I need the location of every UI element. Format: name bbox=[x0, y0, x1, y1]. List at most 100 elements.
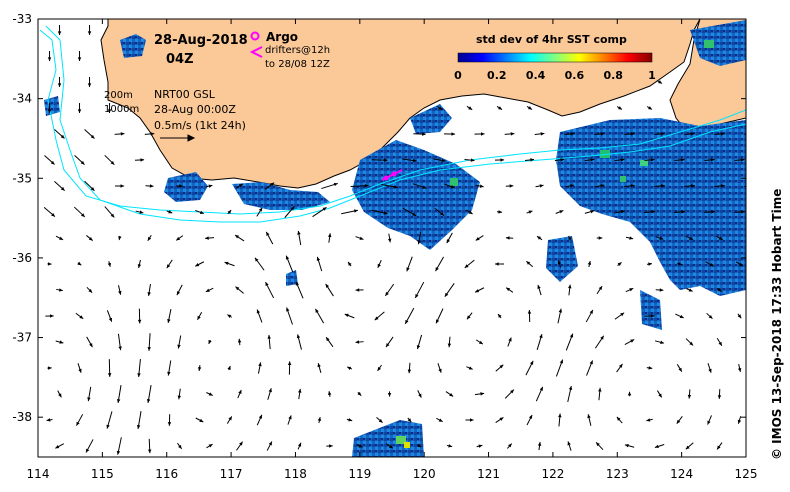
current-arrow bbox=[118, 285, 122, 295]
current-arrow bbox=[285, 255, 294, 273]
argo-legend: Argo bbox=[250, 30, 298, 44]
current-arrow bbox=[295, 281, 304, 299]
current-arrow bbox=[346, 418, 353, 422]
current-arrow bbox=[344, 313, 355, 319]
current-arrow bbox=[86, 286, 93, 294]
current-arrow bbox=[656, 390, 663, 398]
current-arrow bbox=[466, 312, 473, 320]
current-arrow bbox=[55, 340, 64, 344]
current-arrow bbox=[104, 154, 115, 166]
current-arrow bbox=[624, 444, 635, 448]
x-tick-label: 122 bbox=[541, 467, 564, 481]
current-arrow bbox=[704, 158, 715, 162]
contour-200m-label: 200m bbox=[104, 90, 133, 101]
current-arrow bbox=[444, 283, 455, 297]
current-arrow bbox=[205, 287, 214, 293]
current-arrow bbox=[643, 210, 656, 214]
current-arrow bbox=[684, 132, 695, 136]
current-arrow bbox=[474, 287, 485, 293]
colorbar: std dev of 4hr SST comp 0 0.2 0.4 0.6 0.8 1 bbox=[454, 33, 656, 82]
current-arrow bbox=[475, 235, 484, 241]
current-arrow bbox=[564, 184, 575, 188]
current-arrow bbox=[135, 210, 144, 214]
current-arrow bbox=[714, 132, 725, 136]
current-arrow bbox=[385, 443, 394, 449]
current-arrow bbox=[266, 441, 273, 451]
plot-frame bbox=[37, 18, 747, 458]
current-arrow bbox=[587, 260, 592, 268]
current-arrow bbox=[564, 132, 575, 136]
current-arrow bbox=[234, 234, 245, 242]
sst-coverage bbox=[44, 20, 746, 457]
drifters-legend: drifters@12h to 28/08 12Z bbox=[249, 45, 330, 70]
current-arrow bbox=[235, 183, 244, 189]
current-arrow bbox=[646, 106, 653, 110]
current-arrow bbox=[77, 50, 82, 62]
current-arrow bbox=[655, 288, 664, 292]
current-arrow bbox=[312, 206, 327, 218]
current-arrow bbox=[315, 308, 325, 324]
drifter-tracks bbox=[381, 169, 403, 181]
current-arrow bbox=[267, 388, 272, 400]
current-arrow bbox=[685, 442, 694, 450]
current-arrow bbox=[235, 286, 244, 294]
current-arrow bbox=[47, 50, 52, 62]
current-arrow bbox=[412, 183, 427, 189]
current-arrow bbox=[536, 334, 543, 350]
current-arrow bbox=[436, 417, 443, 423]
current-arrow bbox=[197, 312, 203, 320]
current-arrow bbox=[371, 209, 388, 215]
current-arrow bbox=[387, 233, 392, 243]
x-tick-label: 119 bbox=[348, 467, 371, 481]
current-arrow bbox=[147, 284, 151, 296]
current-arrow bbox=[286, 307, 293, 325]
current-arrow bbox=[195, 209, 204, 215]
current-arrow bbox=[737, 313, 742, 319]
current-arrow bbox=[526, 106, 533, 110]
current-arrow bbox=[176, 184, 183, 188]
x-tick-label: 118 bbox=[284, 467, 307, 481]
current-arrow bbox=[474, 392, 485, 396]
current-arrow bbox=[56, 288, 63, 292]
current-arrow bbox=[177, 335, 182, 349]
current-arrow bbox=[587, 414, 592, 426]
current-arrow bbox=[673, 210, 686, 214]
current-arrow bbox=[686, 288, 693, 292]
x-tick-label: 121 bbox=[477, 467, 500, 481]
current-arrow bbox=[417, 231, 422, 245]
current-arrow bbox=[57, 390, 62, 398]
current-arrow bbox=[57, 76, 62, 88]
current-arrow bbox=[206, 184, 213, 188]
current-arrow bbox=[716, 337, 723, 347]
current-arrow bbox=[377, 364, 382, 372]
current-arrow bbox=[447, 336, 452, 348]
current-arrow bbox=[75, 312, 84, 320]
current-arrow bbox=[137, 259, 142, 269]
current-vectors bbox=[43, 24, 751, 455]
x-tick-label: 120 bbox=[413, 467, 436, 481]
current-arrow bbox=[404, 307, 415, 325]
current-arrow bbox=[317, 363, 322, 373]
current-arrow bbox=[435, 256, 445, 272]
contour-1000m-label: 1000m bbox=[104, 104, 139, 115]
current-arrow bbox=[627, 391, 632, 397]
current-arrow bbox=[136, 411, 142, 429]
current-arrow bbox=[568, 235, 572, 241]
current-arrow bbox=[445, 391, 454, 397]
current-arrow bbox=[147, 333, 151, 351]
current-arrow bbox=[685, 338, 694, 346]
current-arrow bbox=[675, 313, 684, 319]
x-tick-label: 117 bbox=[220, 467, 243, 481]
current-arrow bbox=[54, 129, 65, 139]
current-arrow bbox=[584, 209, 595, 214]
current-arrow bbox=[347, 261, 352, 267]
current-arrow bbox=[265, 281, 275, 299]
current-arrow bbox=[114, 132, 125, 136]
current-arrow bbox=[327, 233, 332, 243]
current-arrow bbox=[416, 334, 423, 350]
current-arrow bbox=[85, 439, 94, 453]
current-arrow bbox=[526, 210, 533, 214]
current-arrow bbox=[748, 339, 751, 345]
current-arrow bbox=[624, 132, 635, 136]
